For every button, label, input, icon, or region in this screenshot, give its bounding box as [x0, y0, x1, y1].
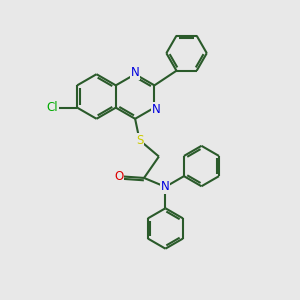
Text: N: N: [131, 66, 140, 79]
Text: S: S: [136, 134, 143, 147]
Text: O: O: [114, 170, 124, 183]
Text: Cl: Cl: [47, 101, 58, 114]
Text: N: N: [161, 180, 170, 194]
Text: N: N: [152, 103, 160, 116]
